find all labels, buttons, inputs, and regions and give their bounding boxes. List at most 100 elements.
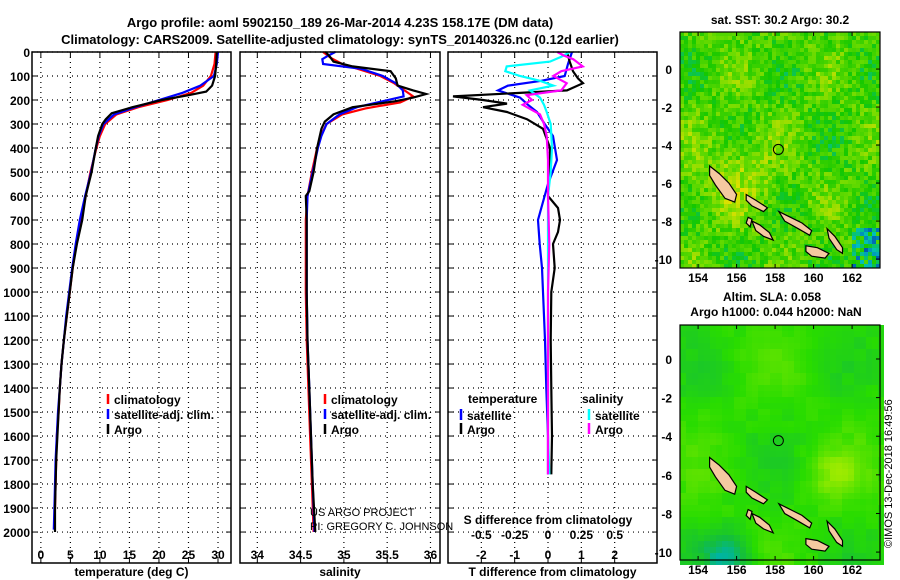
sst-cell [712, 220, 716, 224]
sla-cell [686, 553, 692, 559]
sla-cell [746, 553, 752, 559]
sst-cell [840, 232, 844, 236]
sst-cell [764, 140, 768, 144]
sla-cell [680, 337, 686, 343]
sst-cell [788, 140, 792, 144]
sst-cell [684, 152, 688, 156]
sst-cell [856, 100, 860, 104]
sst-cell [804, 156, 808, 160]
sst-cell [708, 244, 712, 248]
sla-cell [782, 397, 788, 403]
sla-cell [728, 553, 734, 559]
sst-cell [856, 44, 860, 48]
sst-cell [820, 112, 824, 116]
sst-cell [824, 144, 828, 148]
sla-cell [764, 367, 770, 373]
sla-cell [848, 511, 854, 517]
sla-cell [776, 541, 782, 547]
sst-cell [736, 168, 740, 172]
sst-cell [792, 132, 796, 136]
sst-cell [864, 56, 868, 60]
sst-cell [732, 96, 736, 100]
sla-cell [878, 529, 884, 535]
sst-cell [740, 240, 744, 244]
sla-cell [746, 409, 752, 415]
sst-cell [684, 120, 688, 124]
sla-cell [752, 415, 758, 421]
sst-cell [720, 168, 724, 172]
sla-cell [722, 559, 728, 565]
sst-cell [756, 40, 760, 44]
sst-cell [812, 108, 816, 112]
sst-cell [684, 244, 688, 248]
sst-cell [768, 256, 772, 260]
sst-cell [808, 128, 812, 132]
sst-cell [700, 164, 704, 168]
sla-cell [836, 403, 842, 409]
sla-cell [710, 433, 716, 439]
sst-cell [740, 108, 744, 112]
sst-cell [828, 192, 832, 196]
sst-cell [756, 196, 760, 200]
sla-cell [686, 511, 692, 517]
sst-cell [856, 108, 860, 112]
island-landmass [805, 245, 830, 259]
sst-cell [812, 72, 816, 76]
sst-cell [852, 104, 856, 108]
sst-cell [712, 216, 716, 220]
sla-cell [842, 445, 848, 451]
sla-cell [836, 487, 842, 493]
sst-cell [768, 36, 772, 40]
sst-cell [812, 200, 816, 204]
sst-cell [784, 248, 788, 252]
sst-cell [764, 240, 768, 244]
sst-cell [832, 228, 836, 232]
sla-cell [848, 379, 854, 385]
sla-cell [710, 475, 716, 481]
sst-cell [788, 240, 792, 244]
sst-cell [844, 52, 848, 56]
sla-cell [740, 343, 746, 349]
sst-cell [732, 124, 736, 128]
sst-cell [728, 80, 732, 84]
series-line-s-argo [520, 51, 586, 475]
sst-cell [872, 140, 876, 144]
sst-cell [784, 232, 788, 236]
sst-cell [756, 192, 760, 196]
sst-cell [696, 160, 700, 164]
sla-cell [800, 427, 806, 433]
sst-cell [732, 76, 736, 80]
sst-cell [876, 40, 880, 44]
sst-cell [768, 124, 772, 128]
sst-cell [852, 216, 856, 220]
sst-cell [796, 144, 800, 148]
sst-cell [852, 132, 856, 136]
sst-cell [852, 200, 856, 204]
sla-cell [698, 499, 704, 505]
sla-cell [758, 481, 764, 487]
sla-cell [836, 367, 842, 373]
sst-cell [756, 116, 760, 120]
sst-cell [728, 220, 732, 224]
sst-cell [800, 260, 804, 264]
sla-cell [776, 457, 782, 463]
sst-cell [780, 116, 784, 120]
sst-cell [796, 56, 800, 60]
sst-cell [840, 180, 844, 184]
sst-cell [872, 156, 876, 160]
sst-cell [688, 120, 692, 124]
sst-cell [692, 124, 696, 128]
sst-cell [852, 212, 856, 216]
sla-cell [848, 559, 854, 565]
sla-cell [854, 559, 860, 565]
sst-cell [736, 176, 740, 180]
sst-cell [824, 136, 828, 140]
sst-cell [828, 52, 832, 56]
sst-cell [728, 32, 732, 36]
sst-cell [768, 252, 772, 256]
sla-cell [830, 559, 836, 565]
sst-cell [832, 96, 836, 100]
sst-cell [852, 48, 856, 52]
sla-cell [842, 499, 848, 505]
sla-cell [830, 373, 836, 379]
